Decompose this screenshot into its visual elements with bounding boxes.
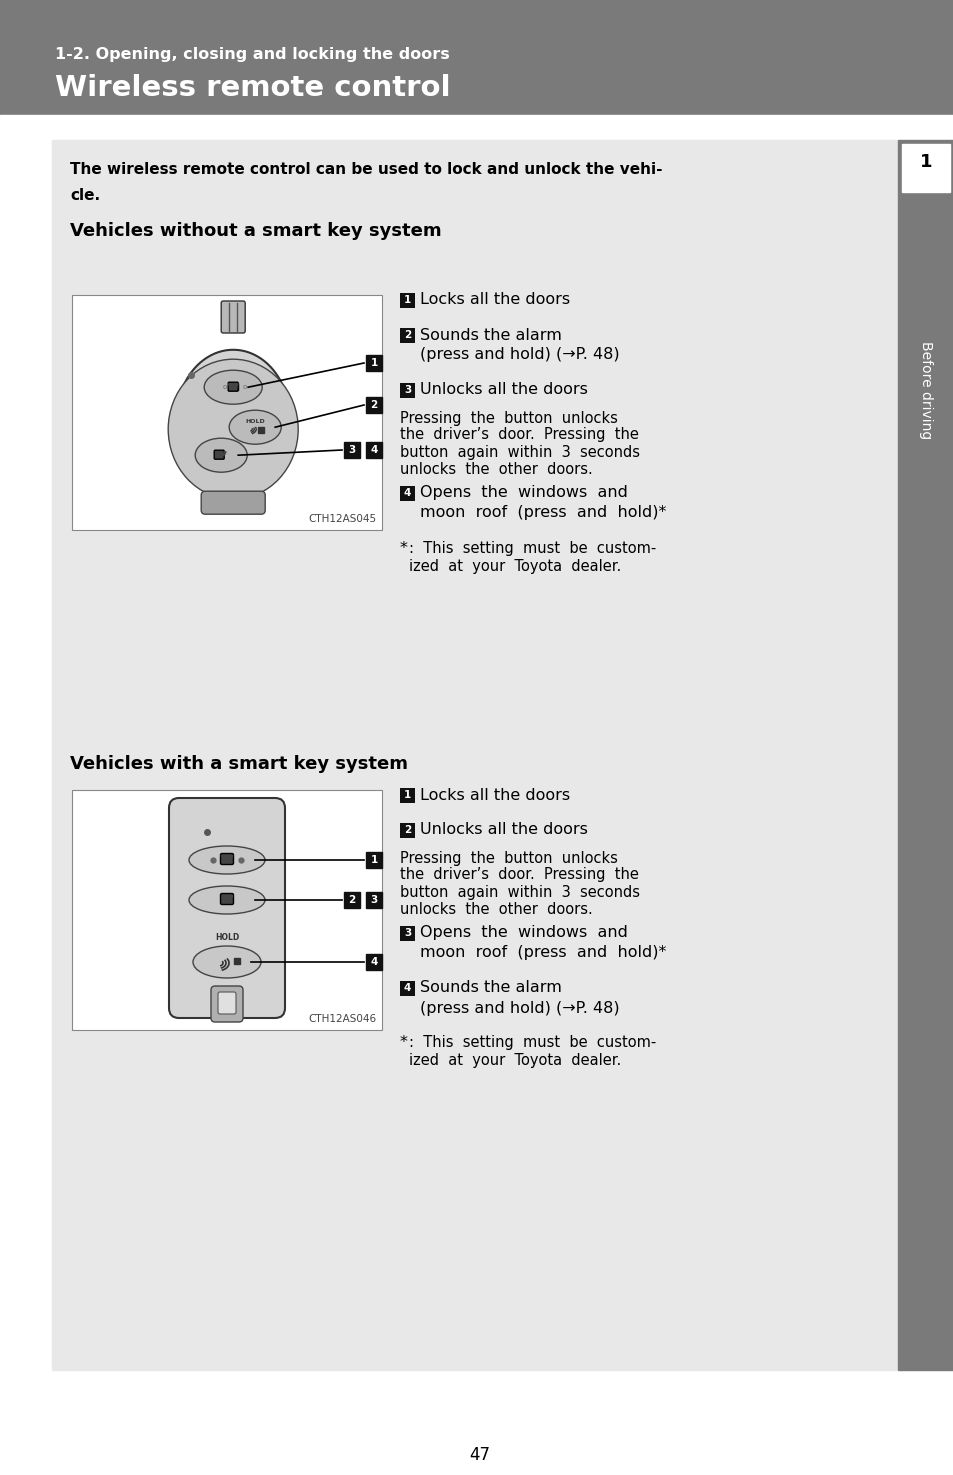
Bar xyxy=(399,788,415,802)
Text: 1-2. Opening, closing and locking the doors: 1-2. Opening, closing and locking the do… xyxy=(55,47,449,62)
Text: 1: 1 xyxy=(370,855,377,864)
Text: 2: 2 xyxy=(370,400,377,410)
Text: Unlocks all the doors: Unlocks all the doors xyxy=(419,382,587,397)
Text: ized  at  your  Toyota  dealer.: ized at your Toyota dealer. xyxy=(409,559,620,574)
Text: CTH12AS046: CTH12AS046 xyxy=(309,1013,376,1024)
Text: 1: 1 xyxy=(919,153,931,171)
Text: The wireless remote control can be used to lock and unlock the vehi-: The wireless remote control can be used … xyxy=(70,162,661,177)
Bar xyxy=(901,145,949,192)
Ellipse shape xyxy=(195,438,247,472)
Text: unlocks  the  other  doors.: unlocks the other doors. xyxy=(399,901,592,916)
Text: 3: 3 xyxy=(403,928,411,938)
Text: moon  roof  (press  and  hold)*: moon roof (press and hold)* xyxy=(419,945,666,960)
Bar xyxy=(399,327,415,342)
Bar xyxy=(52,140,896,1370)
Text: Locks all the doors: Locks all the doors xyxy=(419,292,570,307)
Text: ■: ■ xyxy=(231,382,239,392)
Ellipse shape xyxy=(189,847,265,875)
Text: button  again  within  3  seconds: button again within 3 seconds xyxy=(399,444,639,460)
Bar xyxy=(71,295,381,530)
Text: Sounds the alarm: Sounds the alarm xyxy=(419,981,561,996)
Text: button  again  within  3  seconds: button again within 3 seconds xyxy=(399,885,639,900)
Text: o: o xyxy=(243,384,247,391)
Text: 1: 1 xyxy=(403,295,411,305)
Bar xyxy=(897,140,953,1370)
Bar xyxy=(366,892,381,909)
Text: (press and hold) (→P. 48): (press and hold) (→P. 48) xyxy=(419,348,619,363)
Text: 1: 1 xyxy=(370,358,377,367)
Bar xyxy=(399,925,415,941)
FancyBboxPatch shape xyxy=(218,993,235,1013)
Ellipse shape xyxy=(204,370,262,404)
Bar xyxy=(366,954,381,971)
Text: Pressing  the  button  unlocks: Pressing the button unlocks xyxy=(399,851,618,866)
Bar xyxy=(344,892,359,909)
Ellipse shape xyxy=(229,410,281,444)
Text: (press and hold) (→P. 48): (press and hold) (→P. 48) xyxy=(419,1000,619,1015)
Ellipse shape xyxy=(193,945,261,978)
Text: 4: 4 xyxy=(403,982,411,993)
Bar xyxy=(366,442,381,459)
Text: the  driver’s  door.  Pressing  the: the driver’s door. Pressing the xyxy=(399,867,639,882)
Text: 4: 4 xyxy=(403,488,411,499)
Text: *: * xyxy=(399,540,408,556)
Ellipse shape xyxy=(189,886,265,914)
Ellipse shape xyxy=(168,360,298,499)
Text: 2: 2 xyxy=(403,825,411,835)
FancyBboxPatch shape xyxy=(211,985,243,1022)
Text: 3: 3 xyxy=(370,895,377,906)
Text: unlocks  the  other  doors.: unlocks the other doors. xyxy=(399,462,592,476)
Text: *: * xyxy=(399,1035,408,1050)
Bar xyxy=(344,442,359,459)
Text: 1: 1 xyxy=(403,791,411,799)
Text: Pressing  the  button  unlocks: Pressing the button unlocks xyxy=(399,410,618,425)
Text: Before driving: Before driving xyxy=(918,341,932,440)
FancyBboxPatch shape xyxy=(228,382,238,391)
Text: Unlocks all the doors: Unlocks all the doors xyxy=(419,823,587,838)
Text: Opens  the  windows  and: Opens the windows and xyxy=(419,485,627,500)
Bar xyxy=(399,292,415,307)
Text: Locks all the doors: Locks all the doors xyxy=(419,788,570,802)
Bar xyxy=(366,355,381,372)
FancyBboxPatch shape xyxy=(169,798,285,1018)
Text: 2: 2 xyxy=(348,895,355,906)
FancyBboxPatch shape xyxy=(220,854,233,864)
Text: Vehicles without a smart key system: Vehicles without a smart key system xyxy=(70,223,441,240)
Text: o: o xyxy=(223,384,227,391)
Text: 47: 47 xyxy=(469,1446,490,1465)
Text: HOLD: HOLD xyxy=(214,934,239,943)
Text: Vehicles with a smart key system: Vehicles with a smart key system xyxy=(70,755,408,773)
Text: Sounds the alarm: Sounds the alarm xyxy=(419,327,561,342)
Text: HOLD: HOLD xyxy=(245,419,265,423)
Text: the  driver’s  door.  Pressing  the: the driver’s door. Pressing the xyxy=(399,428,639,442)
Text: cle.: cle. xyxy=(70,187,100,204)
Polygon shape xyxy=(176,350,290,487)
Bar xyxy=(366,397,381,413)
Text: CTH12AS045: CTH12AS045 xyxy=(309,513,376,524)
Text: :  This  setting  must  be  custom-: : This setting must be custom- xyxy=(409,1035,656,1050)
Bar xyxy=(399,382,415,397)
Bar xyxy=(0,115,953,143)
Text: 3: 3 xyxy=(348,445,355,454)
Bar xyxy=(71,791,381,1030)
FancyBboxPatch shape xyxy=(221,301,245,333)
Text: 4: 4 xyxy=(370,445,377,454)
Bar xyxy=(366,853,381,867)
FancyBboxPatch shape xyxy=(201,491,265,515)
Bar xyxy=(399,981,415,996)
Text: Wireless remote control: Wireless remote control xyxy=(55,74,450,102)
Text: :  This  setting  must  be  custom-: : This setting must be custom- xyxy=(409,540,656,556)
Text: ized  at  your  Toyota  dealer.: ized at your Toyota dealer. xyxy=(409,1053,620,1068)
Bar xyxy=(0,0,953,115)
Text: 4: 4 xyxy=(370,957,377,968)
Text: 2: 2 xyxy=(403,330,411,341)
Text: 3: 3 xyxy=(403,385,411,395)
Text: Opens  the  windows  and: Opens the windows and xyxy=(419,925,627,941)
Bar xyxy=(399,823,415,838)
FancyBboxPatch shape xyxy=(220,894,233,904)
Bar xyxy=(399,485,415,500)
Text: moon  roof  (press  and  hold)*: moon roof (press and hold)* xyxy=(419,506,666,521)
FancyBboxPatch shape xyxy=(214,450,224,459)
